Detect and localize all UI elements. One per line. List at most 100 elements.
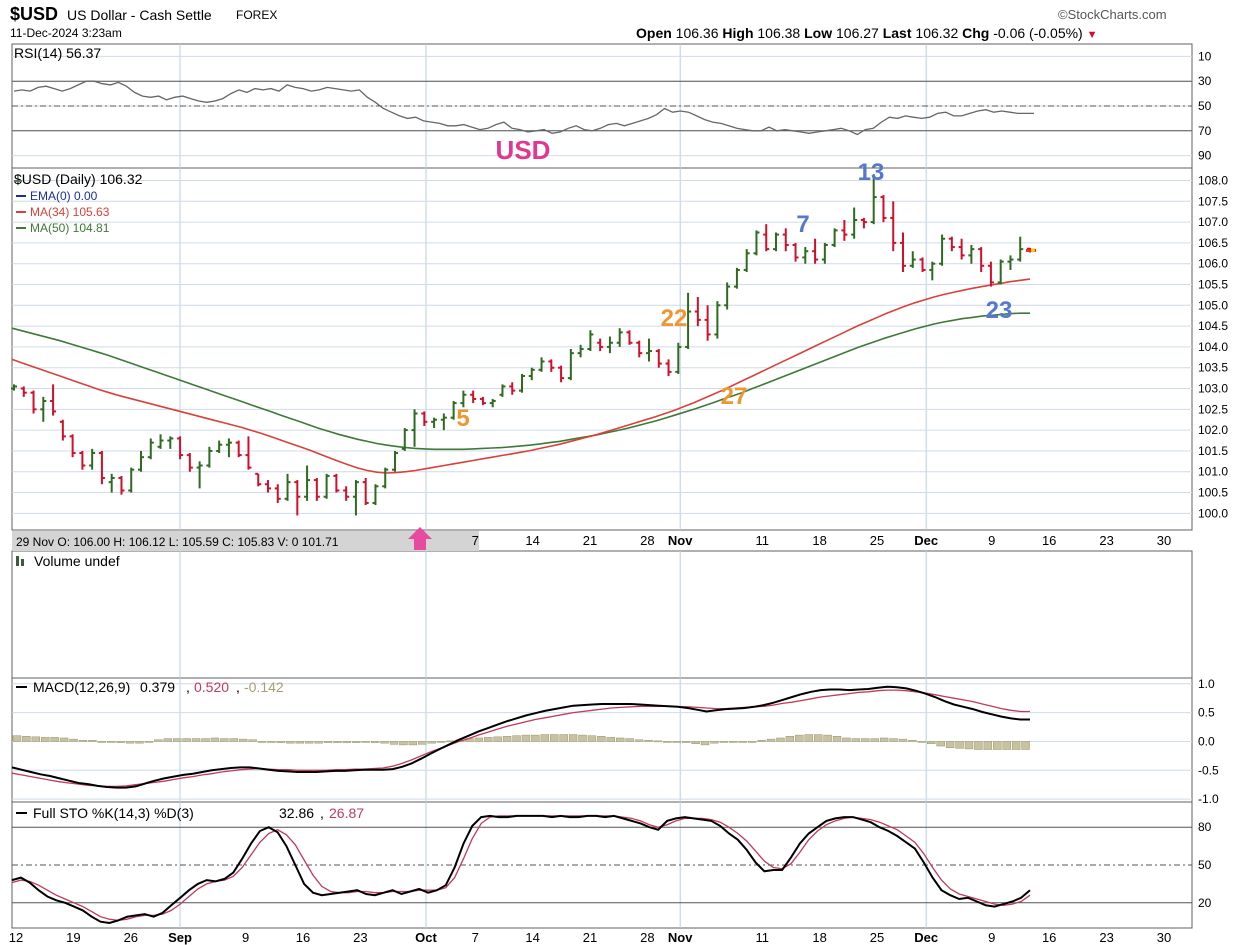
macd-histogram-bar [50, 737, 59, 742]
bottom-x-tick: 16 [1042, 930, 1056, 945]
annotation-22: 22 [661, 305, 688, 332]
price-x-tick: Dec [914, 533, 938, 548]
macd-histogram-bar [333, 741, 342, 743]
bottom-x-tick: 21 [583, 930, 597, 945]
bottom-x-tick: Dec [914, 930, 938, 945]
macd-histogram-bar [813, 734, 823, 742]
price-tick-label: 100.5 [1198, 486, 1228, 500]
macd-sep: , [186, 679, 190, 695]
last-label: Last [882, 25, 912, 41]
open-value: 106.36 [675, 25, 719, 41]
macd-histogram-bar [672, 741, 681, 743]
macd-histogram-bar [286, 741, 295, 744]
macd-histogram-bar [879, 737, 889, 742]
rsi-tick-label: 90 [1198, 149, 1212, 163]
bottom-x-tick: 9 [242, 930, 249, 945]
macd-histogram-bar [1011, 741, 1021, 750]
price-tick-label: 105.0 [1198, 298, 1228, 312]
annotation-7: 7 [796, 211, 809, 238]
macd-histogram-bar [983, 741, 993, 750]
macd-histogram-bar [587, 735, 597, 742]
legend-entry: MA(50) 104.81 [30, 221, 110, 235]
macd-histogram-bar [182, 738, 191, 742]
macd-value: 0.379 [140, 679, 175, 695]
rsi-tick-label: 10 [1198, 49, 1212, 63]
macd-histogram-bar [163, 738, 172, 742]
macd-histogram-bar [107, 741, 116, 743]
macd-histogram-bar [927, 741, 936, 744]
macd-histogram-bar [408, 741, 418, 746]
annotation-13: 13 [858, 159, 885, 186]
macd-histogram-bar [125, 741, 135, 744]
bottom-x-tick: 7 [472, 930, 479, 945]
down-arrow-icon: ▼ [1086, 29, 1098, 41]
sto-tick-label: 80 [1198, 820, 1212, 834]
annotation-23: 23 [986, 297, 1013, 324]
macd-histogram-bar [361, 741, 370, 743]
macd-histogram-bar [304, 741, 314, 744]
macd-histogram-bar [135, 741, 144, 744]
macd-histogram-bar [757, 740, 766, 742]
macd-histogram-bar [502, 736, 512, 742]
macd-histogram-bar [427, 741, 436, 744]
sto-k-value: 32.86 [279, 805, 314, 821]
macd-histogram-bar [616, 737, 625, 742]
low-label: Low [804, 25, 833, 41]
macd-histogram-bar [559, 734, 568, 742]
macd-histogram-bar [861, 738, 870, 742]
macd-line [11, 685, 1030, 789]
bottom-x-tick: 14 [525, 930, 539, 945]
stockcharts-brand[interactable]: ©StockCharts.com [1058, 7, 1167, 22]
sto-tick-label: 50 [1198, 858, 1212, 872]
macd-histogram-bar [795, 734, 804, 742]
annotation-5: 5 [456, 405, 469, 432]
bottom-x-tick: 25 [870, 930, 884, 945]
macd-histogram-bar [59, 737, 69, 742]
rsi-label: RSI(14) 56.37 [14, 45, 101, 61]
macd-histogram-bar [917, 741, 927, 743]
magenta-up-arrow-icon [408, 527, 432, 550]
macd-histogram-bar [314, 741, 323, 744]
low-value: 106.27 [836, 25, 879, 41]
macd-histogram-bar [1021, 741, 1030, 750]
macd-histogram-bar [22, 736, 31, 742]
last-value: 106.32 [915, 25, 959, 41]
macd-histogram-bar [238, 738, 248, 742]
macd-histogram-bar [172, 738, 182, 742]
volume-icon [16, 556, 19, 566]
bottom-x-tick: Sep [168, 930, 192, 945]
high-label: High [722, 25, 754, 41]
price-tick-label: 101.5 [1198, 444, 1228, 458]
price-x-tick: 7 [472, 533, 479, 548]
price-tick-label: 107.5 [1198, 194, 1228, 208]
bottom-x-tick: 30 [1157, 930, 1171, 945]
macd-sep: , [236, 679, 240, 695]
price-tick-label: 107.0 [1198, 215, 1228, 229]
macd-histogram-bar [710, 741, 719, 744]
macd-histogram-bar [352, 741, 361, 743]
macd-histogram-bar [776, 737, 785, 742]
macd-label: MACD(12,26,9) [33, 679, 130, 695]
rsi-tick-label: 50 [1198, 99, 1212, 113]
price-tick-label: 102.0 [1198, 423, 1228, 437]
high-value: 106.38 [757, 25, 801, 41]
macd-histogram-bar [625, 738, 634, 742]
macd-histogram-bar [69, 738, 78, 742]
price-tick-label: 106.5 [1198, 236, 1228, 250]
price-panel-border [11, 167, 1193, 531]
macd-histogram-bar [964, 741, 974, 750]
macd-histogram-bar [436, 741, 446, 743]
macd-histogram-bar [597, 736, 606, 742]
sto-tick-label: 20 [1198, 896, 1212, 910]
price-x-tick: 11 [755, 533, 769, 548]
ma50-line [11, 312, 1030, 451]
sto-sep: , [320, 805, 324, 821]
ma34-line [11, 278, 1031, 474]
macd-histogram-bar [389, 741, 399, 745]
price-tick-label: 104.5 [1198, 319, 1228, 333]
legend-entry: MA(34) 105.63 [30, 205, 110, 219]
chg-value: -0.06 (-0.05%) [993, 25, 1083, 41]
sto-d-value: 26.87 [329, 805, 364, 821]
macd-histogram-bar [31, 736, 41, 742]
macd-histogram-bar [634, 739, 644, 742]
